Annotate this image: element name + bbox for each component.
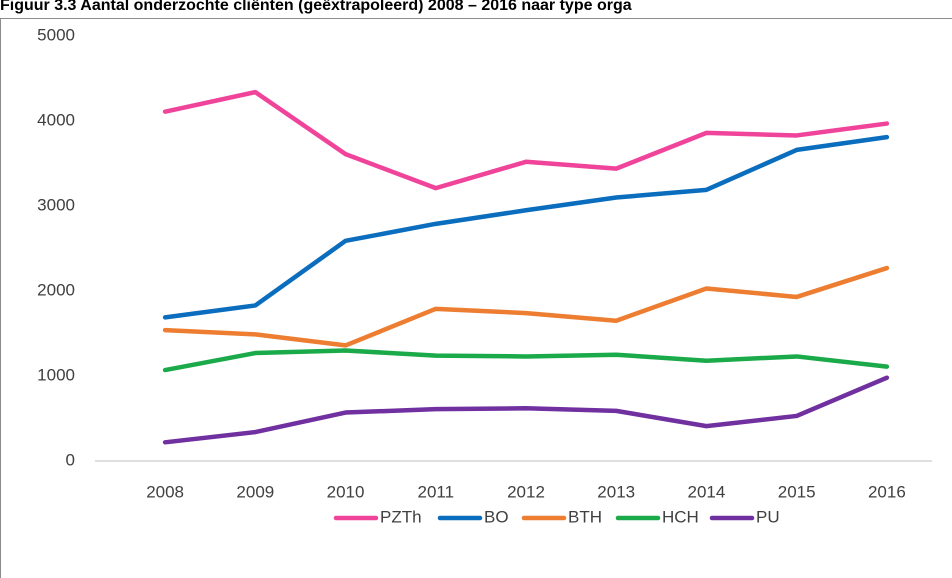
- x-tick-label: 2010: [327, 482, 365, 501]
- y-tick-label: 1000: [37, 365, 75, 384]
- x-tick-label: 2011: [417, 482, 454, 501]
- y-tick-label: 2000: [37, 280, 75, 299]
- series-line: [162, 375, 890, 445]
- series-line: [162, 134, 890, 320]
- legend-label: HCH: [662, 507, 699, 526]
- chart-title: Figuur 3.3 Aantal onderzochte cliënten (…: [0, 0, 632, 14]
- series-line: [162, 89, 890, 191]
- x-tick-label: 2016: [868, 482, 906, 501]
- y-tick-label: 5000: [37, 25, 75, 44]
- legend-label: PZTh: [380, 507, 422, 526]
- y-tick-label: 4000: [37, 110, 75, 129]
- y-tick-label: 3000: [37, 195, 75, 214]
- legend-label: BO: [484, 507, 509, 526]
- x-tick-label: 2015: [778, 482, 816, 501]
- x-tick-label: 2012: [507, 482, 545, 501]
- x-tick-label: 2014: [688, 482, 726, 501]
- series-line: [162, 265, 890, 348]
- x-tick-label: 2009: [236, 482, 274, 501]
- legend-label: BTH: [568, 507, 602, 526]
- legend-label: PU: [756, 507, 780, 526]
- series-line: [162, 348, 890, 373]
- chart-frame: [0, 18, 952, 578]
- x-tick-label: 2008: [146, 482, 184, 501]
- x-tick-label: 2013: [597, 482, 635, 501]
- y-tick-label: 0: [66, 450, 75, 469]
